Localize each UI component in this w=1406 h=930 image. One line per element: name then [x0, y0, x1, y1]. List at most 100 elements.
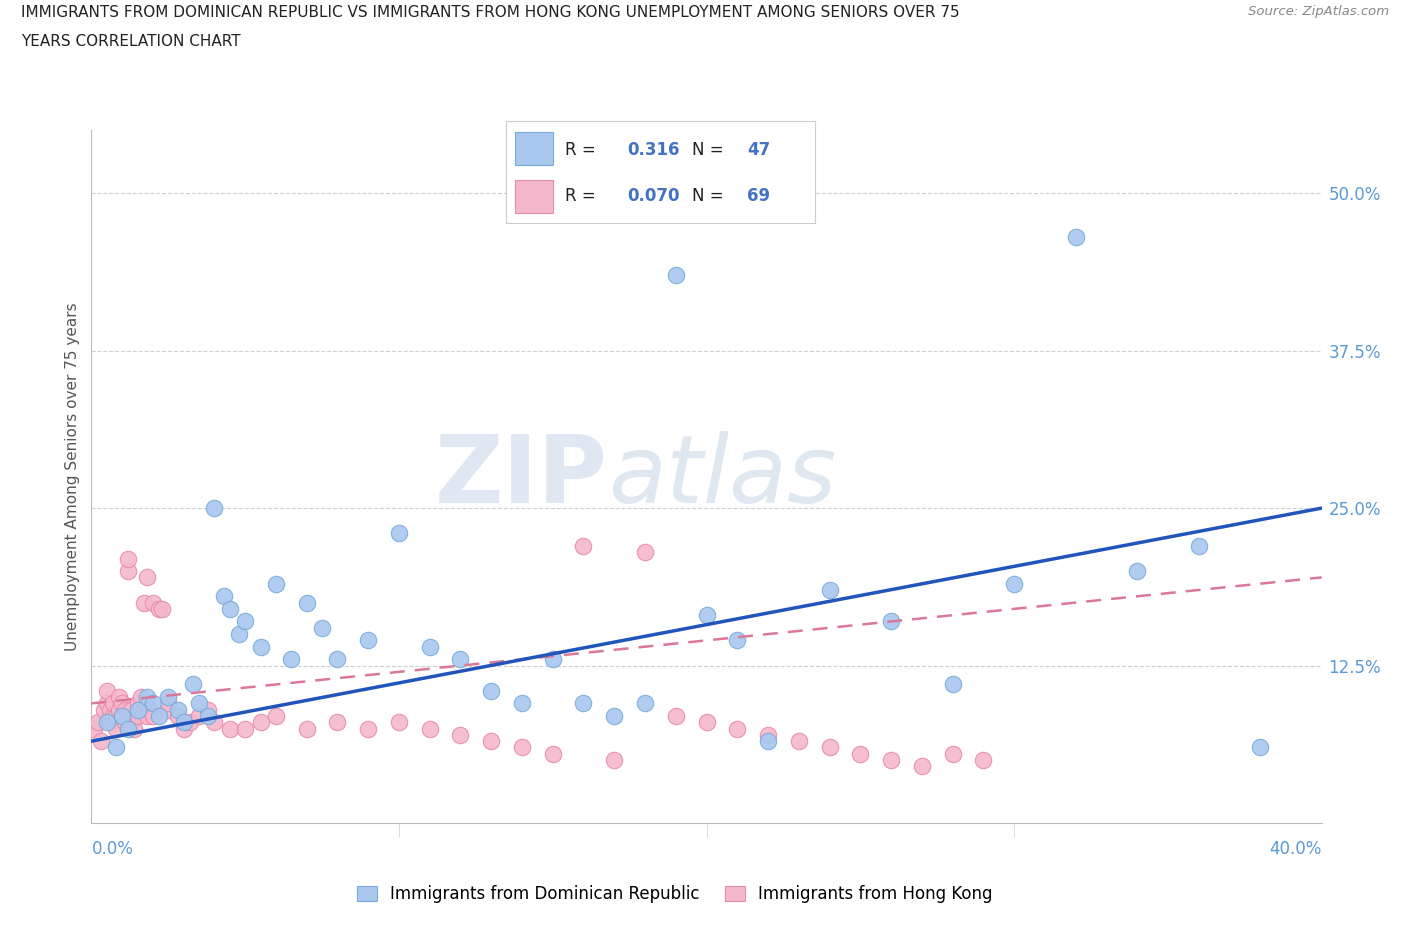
- Point: [1002, 577, 1025, 591]
- Point: [157, 690, 180, 705]
- Point: [449, 652, 471, 667]
- Point: [101, 696, 124, 711]
- Point: [111, 709, 134, 724]
- Point: [696, 715, 718, 730]
- Point: [311, 620, 333, 635]
- Point: [572, 696, 595, 711]
- Y-axis label: Unemployment Among Seniors over 75 years: Unemployment Among Seniors over 75 years: [65, 302, 80, 651]
- Point: [634, 696, 657, 711]
- Point: [249, 639, 271, 654]
- Point: [725, 721, 748, 736]
- Point: [357, 633, 380, 648]
- Point: [1126, 564, 1149, 578]
- Point: [117, 564, 139, 578]
- Point: [725, 633, 748, 648]
- Point: [818, 740, 841, 755]
- Point: [157, 702, 180, 717]
- Text: 0.070: 0.070: [627, 187, 679, 205]
- Point: [197, 702, 219, 717]
- Point: [127, 702, 149, 717]
- Point: [135, 690, 157, 705]
- Text: atlas: atlas: [607, 432, 837, 522]
- Point: [249, 715, 271, 730]
- Point: [108, 702, 131, 717]
- Point: [166, 702, 188, 717]
- Point: [212, 589, 235, 604]
- Point: [419, 639, 441, 654]
- Text: 47: 47: [748, 140, 770, 158]
- Point: [280, 652, 302, 667]
- Point: [105, 709, 127, 724]
- Point: [96, 696, 118, 711]
- Point: [603, 752, 626, 767]
- Text: 0.316: 0.316: [627, 140, 679, 158]
- Point: [756, 734, 779, 749]
- Point: [197, 709, 219, 724]
- Text: YEARS CORRELATION CHART: YEARS CORRELATION CHART: [21, 34, 240, 49]
- Text: R =: R =: [565, 140, 600, 158]
- Point: [114, 702, 136, 717]
- Point: [510, 696, 533, 711]
- Point: [108, 690, 131, 705]
- Point: [117, 721, 139, 736]
- Point: [665, 268, 688, 283]
- Point: [818, 582, 841, 597]
- Point: [326, 652, 349, 667]
- Text: 40.0%: 40.0%: [1270, 840, 1322, 857]
- Point: [111, 709, 134, 724]
- Point: [202, 500, 225, 515]
- Point: [142, 696, 165, 711]
- Point: [233, 614, 256, 629]
- Point: [295, 721, 318, 736]
- Point: [218, 721, 240, 736]
- Point: [124, 721, 146, 736]
- Point: [696, 608, 718, 623]
- Point: [388, 525, 411, 540]
- Point: [139, 702, 162, 717]
- Point: [188, 696, 211, 711]
- Point: [419, 721, 441, 736]
- Point: [90, 734, 112, 749]
- Point: [135, 570, 157, 585]
- Point: [357, 721, 380, 736]
- Point: [166, 709, 188, 724]
- FancyBboxPatch shape: [516, 132, 553, 165]
- Point: [127, 709, 149, 724]
- Point: [129, 690, 152, 705]
- Point: [120, 715, 142, 730]
- Point: [295, 595, 318, 610]
- Point: [142, 595, 165, 610]
- Point: [181, 677, 204, 692]
- Point: [264, 577, 287, 591]
- Point: [479, 684, 502, 698]
- Point: [1187, 538, 1209, 553]
- Point: [634, 545, 657, 560]
- Point: [665, 709, 688, 724]
- Text: ZIP: ZIP: [436, 431, 607, 523]
- Point: [449, 727, 471, 742]
- Point: [173, 721, 195, 736]
- Point: [150, 602, 173, 617]
- Point: [105, 740, 127, 755]
- Point: [479, 734, 502, 749]
- Point: [93, 702, 115, 717]
- Point: [135, 709, 157, 724]
- Text: N =: N =: [692, 187, 728, 205]
- Point: [603, 709, 626, 724]
- Point: [756, 727, 779, 742]
- Point: [117, 551, 139, 566]
- Point: [127, 696, 149, 711]
- Point: [188, 709, 211, 724]
- Text: R =: R =: [565, 187, 600, 205]
- Point: [880, 614, 903, 629]
- Point: [120, 702, 142, 717]
- Point: [572, 538, 595, 553]
- Point: [264, 709, 287, 724]
- Point: [218, 602, 240, 617]
- Text: Source: ZipAtlas.com: Source: ZipAtlas.com: [1249, 5, 1389, 18]
- Point: [101, 709, 124, 724]
- Point: [228, 627, 250, 642]
- Point: [148, 709, 170, 724]
- Point: [114, 715, 136, 730]
- Point: [173, 715, 195, 730]
